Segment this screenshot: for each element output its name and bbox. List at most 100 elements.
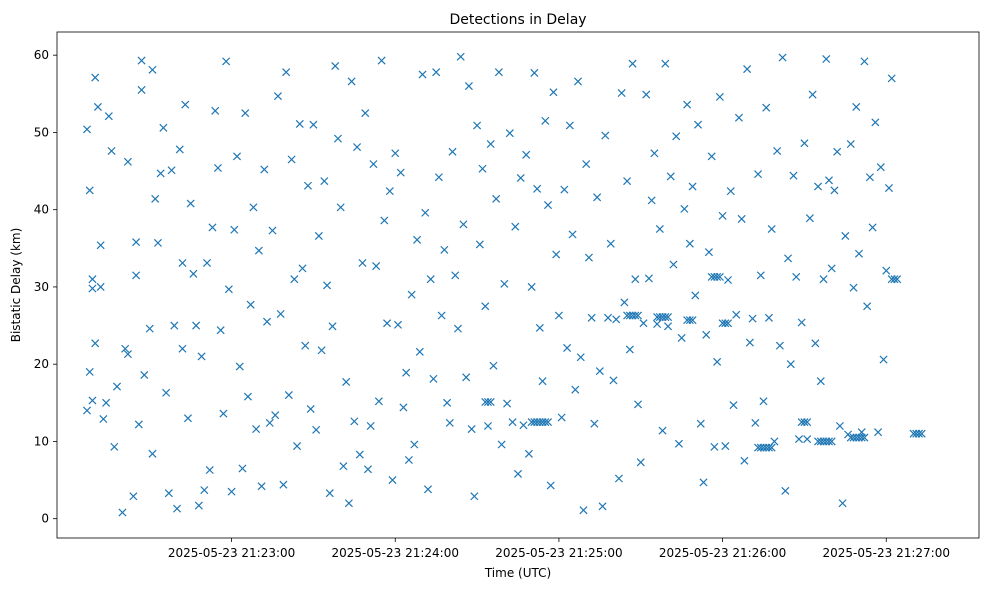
data-point-marker: [377, 56, 386, 65]
data-point-marker: [803, 418, 812, 427]
data-point-marker: [82, 125, 92, 134]
data-point-marker: [702, 330, 711, 339]
y-tick-label: 10: [34, 434, 49, 448]
data-point-marker: [508, 418, 517, 427]
data-point-marker: [713, 272, 722, 281]
data-point-marker: [647, 196, 656, 205]
data-point-marker: [650, 149, 659, 158]
data-point-marker: [748, 314, 757, 323]
data-point-marker: [737, 214, 746, 223]
data-point-marker: [287, 155, 296, 164]
data-point-marker: [295, 119, 304, 128]
data-point-marker: [784, 254, 793, 263]
data-point-marker: [192, 321, 201, 330]
data-point-marker: [445, 418, 454, 427]
data-point-marker: [824, 176, 833, 185]
data-point-marker: [860, 433, 869, 442]
data-point-marker: [303, 181, 312, 190]
data-point-marker: [107, 146, 116, 155]
data-point-marker: [347, 77, 356, 86]
data-point-marker: [339, 462, 348, 471]
data-point-marker: [123, 157, 132, 166]
data-point-marker: [661, 59, 670, 68]
data-point-marker: [282, 68, 291, 77]
data-point-marker: [822, 55, 831, 64]
data-point-marker: [786, 360, 795, 369]
data-point-marker: [838, 499, 847, 508]
y-axis-label: Bistatic Delay (km): [9, 228, 23, 343]
data-point-marker: [636, 458, 645, 467]
data-point-marker: [88, 275, 97, 284]
data-point-marker: [265, 418, 274, 427]
data-point-marker: [451, 271, 460, 280]
data-point-marker: [325, 489, 334, 498]
data-point-marker: [699, 478, 708, 487]
data-point-marker: [606, 239, 615, 248]
data-point-marker: [148, 65, 157, 74]
y-tick-label: 60: [34, 48, 49, 62]
data-point-marker: [391, 149, 400, 158]
data-point-marker: [467, 425, 476, 434]
data-point-marker: [852, 102, 861, 111]
data-point-marker: [328, 322, 337, 331]
data-point-marker: [696, 419, 705, 428]
data-point-marker: [887, 74, 896, 83]
data-point-marker: [249, 203, 258, 212]
data-point-marker: [664, 313, 673, 322]
data-point-marker: [112, 382, 122, 391]
data-point-marker: [685, 316, 694, 325]
data-point-marker: [440, 245, 449, 254]
data-point-marker: [298, 264, 307, 273]
data-point-marker: [497, 440, 506, 449]
data-point-marker: [778, 53, 787, 62]
data-point-marker: [470, 492, 479, 501]
data-point-marker: [655, 224, 664, 234]
data-point-marker: [91, 73, 100, 82]
data-point-marker: [814, 182, 823, 191]
data-point-marker: [554, 311, 563, 320]
data-point-marker: [358, 258, 367, 268]
data-point-marker: [841, 231, 850, 240]
data-point-marker: [827, 437, 836, 446]
data-point-marker: [724, 275, 733, 285]
data-point-marker: [827, 264, 836, 273]
data-point-marker: [211, 106, 220, 115]
data-point-marker: [372, 262, 381, 271]
data-point-marker: [224, 285, 233, 294]
data-point-marker: [543, 418, 553, 427]
data-point-marker: [257, 482, 266, 491]
data-point-marker: [194, 501, 203, 510]
data-point-marker: [197, 352, 206, 361]
data-point-marker: [754, 170, 763, 179]
data-point-marker: [82, 406, 92, 415]
data-point-marker: [448, 147, 457, 156]
data-point-marker: [511, 222, 520, 231]
x-tick-label: 2025-05-23 21:24:00: [332, 546, 459, 560]
data-point-marker: [522, 150, 531, 159]
data-point-marker: [713, 357, 722, 366]
x-tick-label: 2025-05-23 21:27:00: [823, 546, 950, 560]
data-point-marker: [306, 404, 315, 414]
data-point-marker: [279, 480, 288, 489]
data-point-marker: [374, 397, 383, 406]
data-point-marker: [614, 474, 623, 483]
data-point-marker: [524, 449, 533, 458]
data-point-marker: [464, 82, 473, 91]
data-point-marker: [824, 437, 833, 446]
data-point-marker: [688, 182, 697, 191]
data-point-marker: [91, 339, 100, 348]
x-tick-label: 2025-05-23 21:26:00: [659, 546, 786, 560]
data-point-marker: [309, 120, 318, 129]
data-point-marker: [546, 481, 555, 490]
data-point-marker: [726, 187, 735, 196]
data-point-marker: [426, 275, 435, 284]
data-point-marker: [587, 313, 596, 322]
data-point-marker: [732, 310, 741, 319]
data-point-marker: [743, 65, 752, 74]
data-point-marker: [764, 443, 773, 452]
data-point-marker: [800, 418, 809, 427]
data-point-marker: [443, 398, 452, 407]
data-point-marker: [579, 506, 588, 515]
data-point-marker: [363, 465, 372, 474]
data-point-marker: [639, 319, 648, 328]
